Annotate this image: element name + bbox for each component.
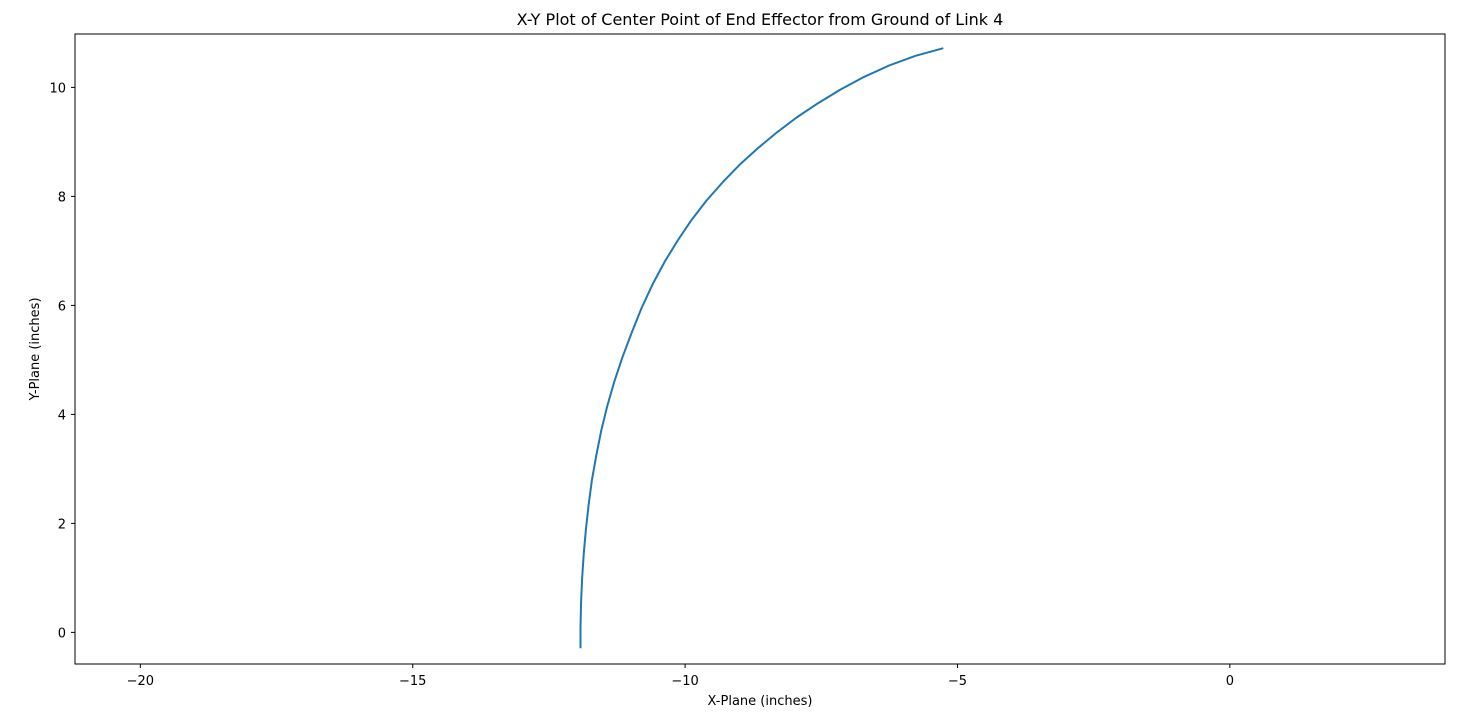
chart-title: X-Y Plot of Center Point of End Effector… [517,10,1004,29]
y-axis-ticks: 0 2 4 6 8 10 [49,81,75,641]
x-tick-label: −10 [671,674,698,689]
plot-area [579,47,944,649]
y-tick-label: 2 [58,517,66,532]
axes-frame [74,33,1446,665]
y-tick-label: 0 [58,626,66,641]
y-axis-label: Y-Plane (inches) [28,297,43,401]
y-tick-label: 4 [58,408,66,423]
x-axis-label: X-Plane (inches) [708,694,813,709]
y-tick-label: 6 [58,299,66,314]
y-tick-label: 8 [58,190,66,205]
y-tick-label: 10 [49,81,66,96]
x-axis-ticks: −20 −15 −10 −5 0 [127,664,1234,689]
series-line-0 [579,47,944,649]
x-tick-label: −5 [948,674,967,689]
x-tick-label: −20 [127,674,154,689]
x-tick-label: 0 [1226,674,1234,689]
x-tick-label: −15 [399,674,426,689]
